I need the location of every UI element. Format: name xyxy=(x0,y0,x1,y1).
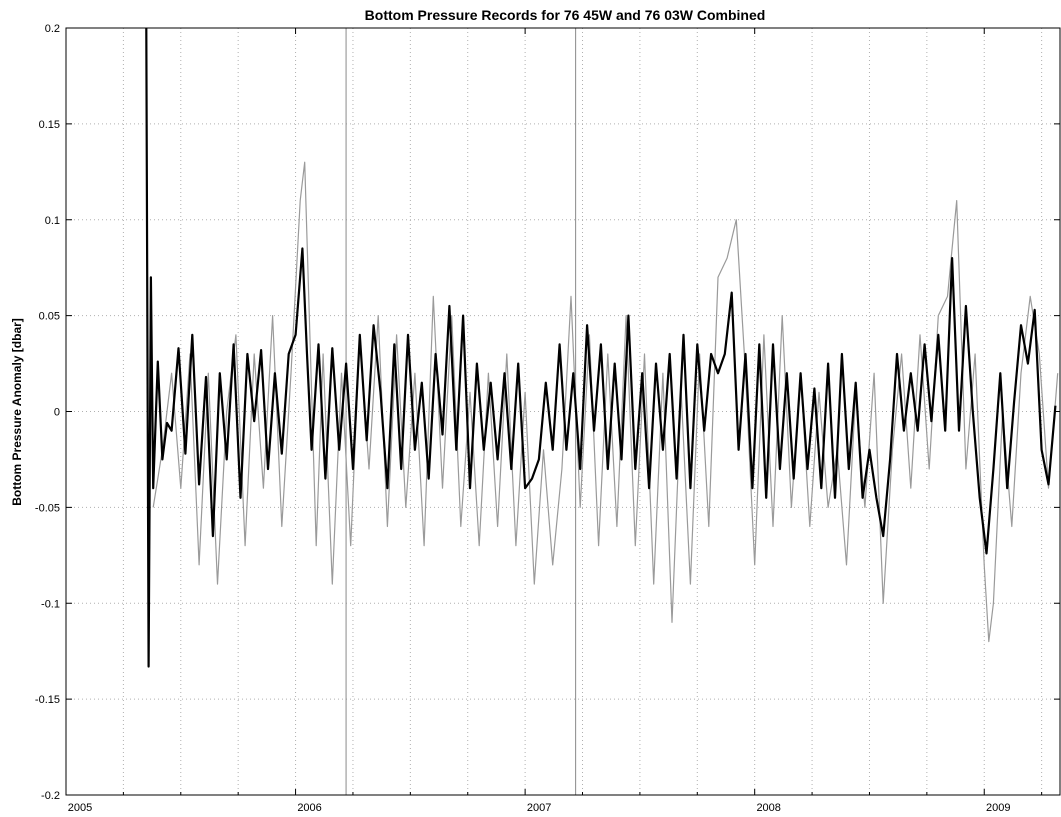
y-tick-label: 0.1 xyxy=(45,215,60,227)
x-tick-label: 2007 xyxy=(527,802,551,814)
x-tick-label: 2006 xyxy=(297,802,321,814)
y-axis-label: Bottom Pressure Anomaly [dbar] xyxy=(10,318,24,506)
x-tick-label: 2008 xyxy=(756,802,780,814)
y-tick-label: -0.15 xyxy=(35,694,60,706)
series-layer xyxy=(145,27,1059,668)
y-tick-label: 0.2 xyxy=(45,23,60,35)
x-axis: 2005 2006 2007 2008 2009 xyxy=(65,28,1043,814)
y-tick-label: 0.05 xyxy=(39,311,60,323)
y-axis: -0.2 -0.15 -0.1 -0.05 0 0.05 0.1 0.15 0.2 xyxy=(35,23,1060,802)
y-tick-label: -0.05 xyxy=(35,502,60,514)
filtered-series-line xyxy=(145,27,1057,668)
y-tick-label: -0.2 xyxy=(41,790,60,802)
y-tick-label: 0 xyxy=(54,407,60,419)
y-tick-label: -0.1 xyxy=(41,598,60,610)
vertical-markers xyxy=(345,28,577,795)
y-tick-label: 0.15 xyxy=(39,119,60,131)
x-tick-label: 2009 xyxy=(986,802,1010,814)
chart-title: Bottom Pressure Records for 76 45W and 7… xyxy=(365,7,766,23)
raw-series-line xyxy=(152,161,1059,643)
x-tick-label: 2005 xyxy=(68,802,92,814)
